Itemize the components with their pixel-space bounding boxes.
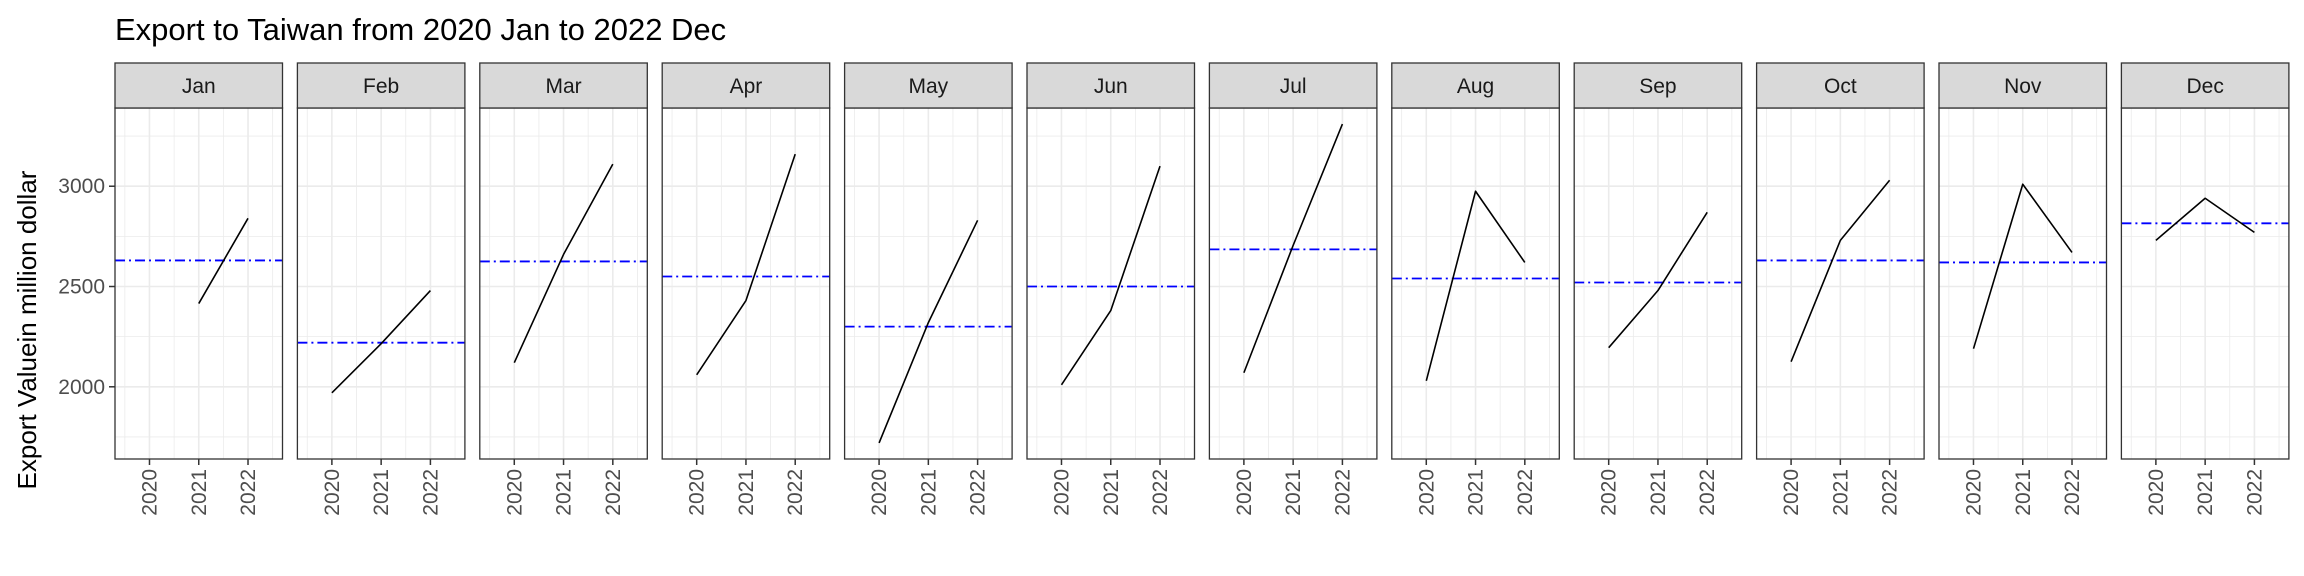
x-tick-label: 2020 (868, 469, 891, 516)
x-tick-label: 2022 (1879, 469, 1902, 516)
x-tick-label: 2022 (784, 469, 807, 516)
x-tick-label: 2022 (602, 469, 625, 516)
x-tick-label: 2020 (321, 469, 344, 516)
x-tick-label: 2021 (735, 469, 758, 516)
x-tick-label: 2020 (503, 469, 526, 516)
facet-strip (1573, 62, 1743, 109)
x-tick-label: 2021 (188, 469, 211, 516)
x-tick-label: 2022 (1514, 469, 1537, 516)
facet-panel: Oct 2020 2021 2022 (1755, 62, 1925, 516)
y-tick-label: 3000 (58, 175, 105, 198)
x-tick-label: 2021 (917, 469, 940, 516)
series-line (513, 163, 614, 364)
x-tick-label: 2020 (1962, 469, 1985, 516)
facet-strip (1391, 62, 1560, 109)
facet-strip (114, 62, 284, 109)
facet-panel: Jul 2020 2021 2022 (1208, 62, 1378, 516)
facet-strip (1755, 62, 1925, 109)
x-tick-label: 2021 (1100, 469, 1123, 516)
y-tick-label: 2000 (58, 376, 105, 399)
facet-panel: Nov 2020 2021 2022 (1938, 62, 2108, 516)
x-tick-label: 2021 (1282, 469, 1305, 516)
series-line (1972, 183, 2073, 349)
facet-panel: Jun 2020 2021 2022 (1026, 62, 1196, 516)
facet-strip-label: Sep (1639, 75, 1676, 98)
facet-strip-label: Oct (1824, 75, 1857, 98)
facet-strip-label: Apr (730, 75, 763, 98)
facet-strip (296, 62, 466, 109)
series-line (696, 153, 796, 376)
series-line (1790, 179, 1891, 363)
facet-panel: Feb 2020 2021 2022 (296, 62, 466, 516)
x-tick-label: 2020 (1598, 469, 1621, 516)
y-tick-label: 2500 (58, 276, 105, 299)
series-line (1060, 165, 1161, 386)
x-tick-label: 2020 (1780, 469, 1803, 516)
x-tick-label: 2021 (2012, 469, 2035, 516)
facet-panel: Jan 2020 2021 2022 (114, 62, 284, 516)
x-tick-label: 2021 (1465, 469, 1488, 516)
facet-panel: Dec 2020 2021 2022 (2120, 62, 2290, 516)
series-line (331, 289, 431, 394)
facet-strip-label: May (909, 75, 949, 98)
facet-strip-label: Feb (363, 75, 399, 98)
facet-strip (843, 62, 1013, 109)
x-tick-label: 2022 (2061, 469, 2084, 516)
chart-title: Export to Taiwan from 2020 Jan to 2022 D… (115, 12, 726, 47)
facet-panel: Mar 2020 2021 2022 (479, 62, 648, 516)
series-line (198, 217, 249, 304)
facet-strip-label: Nov (2004, 75, 2042, 98)
x-tick-label: 2020 (138, 469, 161, 516)
x-tick-label: 2020 (1233, 469, 1256, 516)
x-tick-label: 2020 (1415, 469, 1438, 516)
x-tick-label: 2022 (967, 469, 990, 516)
facet-strip-label: Jul (1280, 75, 1307, 98)
series-line (1243, 123, 1344, 374)
facet-strip (2120, 62, 2290, 109)
facet-panel: May 2020 2021 2022 (843, 62, 1013, 516)
facet-strip (1026, 62, 1196, 109)
x-tick-label: 2021 (370, 469, 393, 516)
x-tick-label: 2020 (2145, 469, 2168, 516)
x-tick-label: 2021 (2194, 469, 2217, 516)
facet-panels: Jan 2020 2021 2022 Feb 2020 2021 2022 Mar 2020 202… (114, 62, 2290, 516)
facet-strip-label: Dec (2186, 75, 2223, 98)
facet-panel: Apr 2020 2021 2022 (661, 62, 831, 516)
series-line (1608, 211, 1708, 349)
facet-panel: Sep 2020 2021 2022 (1573, 62, 1743, 516)
x-tick-label: 2022 (419, 469, 442, 516)
facet-strip-label: Jan (182, 75, 216, 98)
x-tick-label: 2022 (237, 469, 260, 516)
x-tick-label: 2020 (1050, 469, 1073, 516)
x-tick-label: 2021 (553, 469, 576, 516)
facet-strip-label: Aug (1457, 75, 1494, 98)
x-tick-label: 2021 (1647, 469, 1670, 516)
y-axis: 2000 2500 3000 (58, 175, 115, 399)
x-tick-label: 2022 (1331, 469, 1354, 516)
series-line (2155, 197, 2255, 241)
facet-strip (1208, 62, 1378, 109)
x-tick-label: 2020 (686, 469, 709, 516)
x-tick-label: 2022 (1696, 469, 1719, 516)
x-tick-label: 2022 (2243, 469, 2266, 516)
facet-strip-label: Mar (545, 75, 581, 98)
y-axis-label: Export Valuein million dollar (12, 170, 42, 489)
facet-panel: Aug 2020 2021 2022 (1391, 62, 1560, 516)
x-tick-label: 2022 (1149, 469, 1172, 516)
series-line (878, 219, 979, 444)
facet-strip (479, 62, 648, 109)
x-tick-label: 2021 (1829, 469, 1852, 516)
facet-strip (1938, 62, 2108, 109)
facet-strip (661, 62, 831, 109)
series-line (1425, 190, 1526, 381)
facet-strip-label: Jun (1094, 75, 1128, 98)
